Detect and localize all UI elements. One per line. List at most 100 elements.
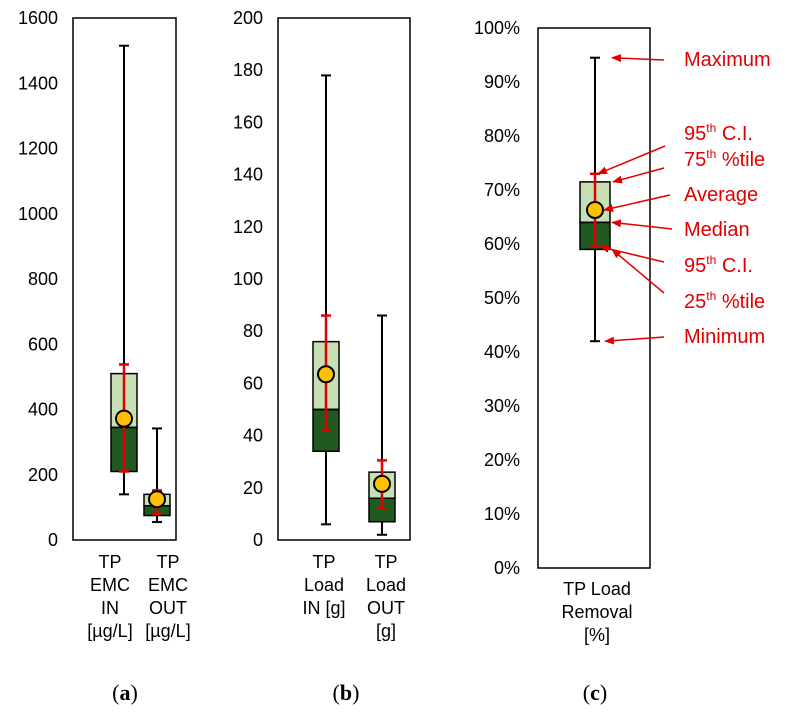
category-label: TP Load IN [g]: [302, 552, 345, 618]
y-tick-label: 1400: [18, 73, 58, 93]
category-label-line: IN [g]: [302, 598, 345, 618]
annotation-label: Median: [684, 219, 750, 241]
category-label-line: [g]: [376, 621, 396, 641]
category-label-line: TP: [98, 552, 121, 572]
y-tick-label: 90%: [484, 72, 520, 92]
panel-label-paren: ): [131, 680, 138, 705]
mean-marker: [586, 200, 604, 219]
y-tick-label: 180: [233, 60, 263, 80]
panel-label-paren: (: [333, 680, 340, 705]
category-label-line: Load: [366, 575, 406, 595]
mean-marker: [148, 490, 166, 509]
annotation-superscript: th: [706, 253, 716, 267]
panel-label-c: (c): [583, 680, 607, 705]
y-tick-label: 20: [243, 478, 263, 498]
panel-a: 0 200 400 600 800 1000 1200 1400 1600 TP EMC IN [µg…: [18, 8, 191, 705]
annotation-main: Median: [684, 219, 750, 241]
annotation-label: 95th C.I.: [684, 253, 753, 277]
category-label: TP Load OUT [g]: [366, 552, 406, 641]
box-plot-series: [579, 56, 611, 343]
panel-label-paren: (: [112, 680, 119, 705]
panel-c: 0% 10% 20% 30% 40% 50% 60% 70% 80% 90% 100% TP Loa…: [474, 18, 771, 705]
annotation-superscript: th: [706, 289, 716, 303]
annotation-main: Average: [684, 184, 758, 206]
plot-frame: [277, 17, 411, 541]
y-tick-label: 120: [233, 217, 263, 237]
annotation-main: 75: [684, 149, 706, 171]
annotation-main: Maximum: [684, 49, 771, 71]
mean-marker: [373, 474, 391, 493]
panel-label-letter: a: [120, 680, 131, 705]
annotation-main: Minimum: [684, 326, 765, 348]
annotation-arrow: [597, 145, 666, 175]
annotation-label: 95th C.I.: [684, 121, 753, 145]
annotation-arrow: [603, 194, 671, 212]
y-tick-label: 200: [233, 8, 263, 28]
plot-frame: [537, 27, 651, 569]
category-label-line: OUT: [149, 598, 187, 618]
annotation-main: 95: [684, 255, 706, 277]
y-tick-label: 50%: [484, 288, 520, 308]
box-plot-series: [312, 74, 340, 526]
annotation-label: Average: [684, 184, 758, 206]
annotation-arrow: [599, 244, 665, 263]
y-tick-label: 140: [233, 165, 263, 185]
category-label: TP EMC IN [µg/L]: [87, 552, 132, 641]
panel-label-paren: (: [583, 680, 590, 705]
y-tick-label: 80%: [484, 126, 520, 146]
category-label-line: Removal: [561, 602, 632, 622]
y-tick-label: 1000: [18, 204, 58, 224]
category-label-line: [%]: [584, 625, 610, 645]
category-label: TP EMC OUT [µg/L]: [145, 552, 190, 641]
annotation-label: 75th %tile: [684, 147, 765, 171]
y-tick-label: 10%: [484, 504, 520, 524]
y-tick-label: 160: [233, 112, 263, 132]
category-label-line: Load: [304, 575, 344, 595]
annotation-superscript: th: [706, 147, 716, 161]
panel-b: 0 20 40 60 80 100 120 140 160 180 200 TP Load IN [g]…: [233, 8, 411, 705]
box-plot-series: [143, 427, 171, 524]
annotation-arrow: [611, 54, 665, 63]
y-tick-label: 0: [48, 530, 58, 550]
annotation-superscript: th: [706, 121, 716, 135]
category-label-line: [µg/L]: [87, 621, 132, 641]
annotation-label: 25th %tile: [684, 289, 765, 313]
box-plot-series: [368, 314, 396, 536]
category-label-line: TP: [312, 552, 335, 572]
panel-label-paren: ): [352, 680, 359, 705]
y-tick-label: 600: [28, 334, 58, 354]
y-tick-label: 60: [243, 373, 263, 393]
category-label-line: IN: [101, 598, 119, 618]
y-tick-label: 70%: [484, 180, 520, 200]
category-label-line: TP Load: [563, 579, 631, 599]
category-label-line: TP: [156, 552, 179, 572]
y-tick-label: 1600: [18, 8, 58, 28]
annotation-tail: C.I.: [716, 123, 753, 145]
annotation-main: 95: [684, 123, 706, 145]
annotation-arrow: [611, 219, 673, 230]
category-label-line: OUT: [367, 598, 405, 618]
y-tick-label: 400: [28, 400, 58, 420]
y-tick-label: 100%: [474, 18, 520, 38]
y-tick-label: 80: [243, 321, 263, 341]
annotation-label: Maximum: [684, 49, 771, 71]
annotation-arrow: [611, 248, 665, 294]
box-plot-series: [110, 44, 138, 496]
y-tick-label: 20%: [484, 450, 520, 470]
category-label-line: EMC: [90, 575, 130, 595]
annotation-tail: C.I.: [716, 255, 753, 277]
y-tick-label: 60%: [484, 234, 520, 254]
y-tick-label: 1200: [18, 139, 58, 159]
y-tick-label: 0: [253, 530, 263, 550]
annotation-tail: %tile: [716, 149, 765, 171]
category-label-line: TP: [374, 552, 397, 572]
panel-label-paren: ): [600, 680, 607, 705]
category-label: TP Load Removal [%]: [561, 579, 632, 645]
y-tick-label: 40%: [484, 342, 520, 362]
y-tick-label: 0%: [494, 558, 520, 578]
category-label-line: EMC: [148, 575, 188, 595]
category-label-line: [µg/L]: [145, 621, 190, 641]
annotation-tail: %tile: [716, 291, 765, 313]
y-tick-label: 800: [28, 269, 58, 289]
mean-marker: [317, 365, 335, 384]
